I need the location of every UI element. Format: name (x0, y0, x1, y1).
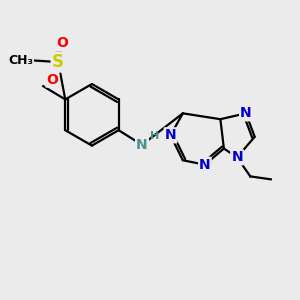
Text: N: N (165, 128, 176, 142)
Text: N: N (231, 150, 243, 164)
Text: S: S (52, 53, 64, 71)
Text: N: N (199, 158, 211, 172)
Text: O: O (46, 73, 58, 87)
Text: O: O (57, 36, 68, 50)
Text: N: N (240, 106, 252, 120)
Text: N: N (136, 138, 148, 152)
Text: CH₃: CH₃ (8, 54, 33, 67)
Text: H: H (150, 131, 159, 141)
